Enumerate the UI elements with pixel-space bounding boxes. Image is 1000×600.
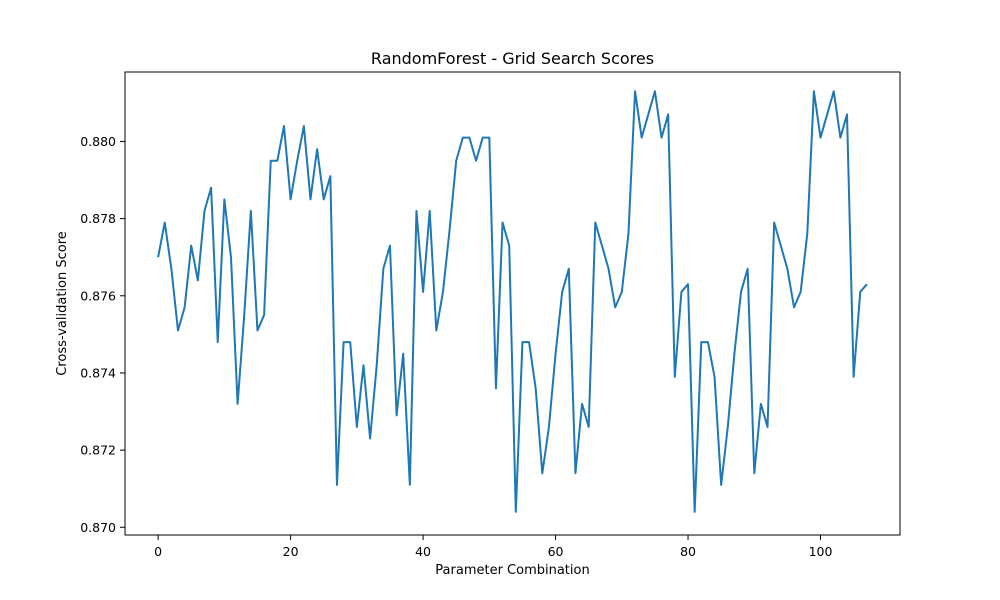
y-axis-label: Cross-validation Score (55, 231, 70, 376)
x-axis-label: Parameter Combination (435, 563, 589, 578)
y-axis-ticks: 0.870 0.872 0.874 0.876 0.878 0.880 (80, 134, 125, 535)
series-layer (157, 90, 868, 513)
y-tick-label: 0.880 (80, 134, 116, 149)
x-tick-label: 40 (415, 544, 431, 559)
series-line-0 (157, 90, 868, 513)
y-tick-label: 0.872 (80, 443, 116, 458)
chart-title: RandomForest - Grid Search Scores (371, 49, 654, 68)
x-tick-label: 100 (809, 544, 833, 559)
x-tick-label: 20 (283, 544, 299, 559)
x-tick-label: 60 (548, 544, 564, 559)
y-tick-label: 0.874 (80, 365, 116, 380)
y-tick-label: 0.876 (80, 288, 116, 303)
x-tick-label: 80 (680, 544, 696, 559)
x-axis-ticks: 0 20 40 60 80 100 (154, 535, 832, 559)
plot-frame (124, 71, 901, 536)
x-tick-label: 0 (154, 544, 162, 559)
y-tick-label: 0.870 (80, 520, 116, 535)
y-tick-label: 0.878 (80, 211, 116, 226)
